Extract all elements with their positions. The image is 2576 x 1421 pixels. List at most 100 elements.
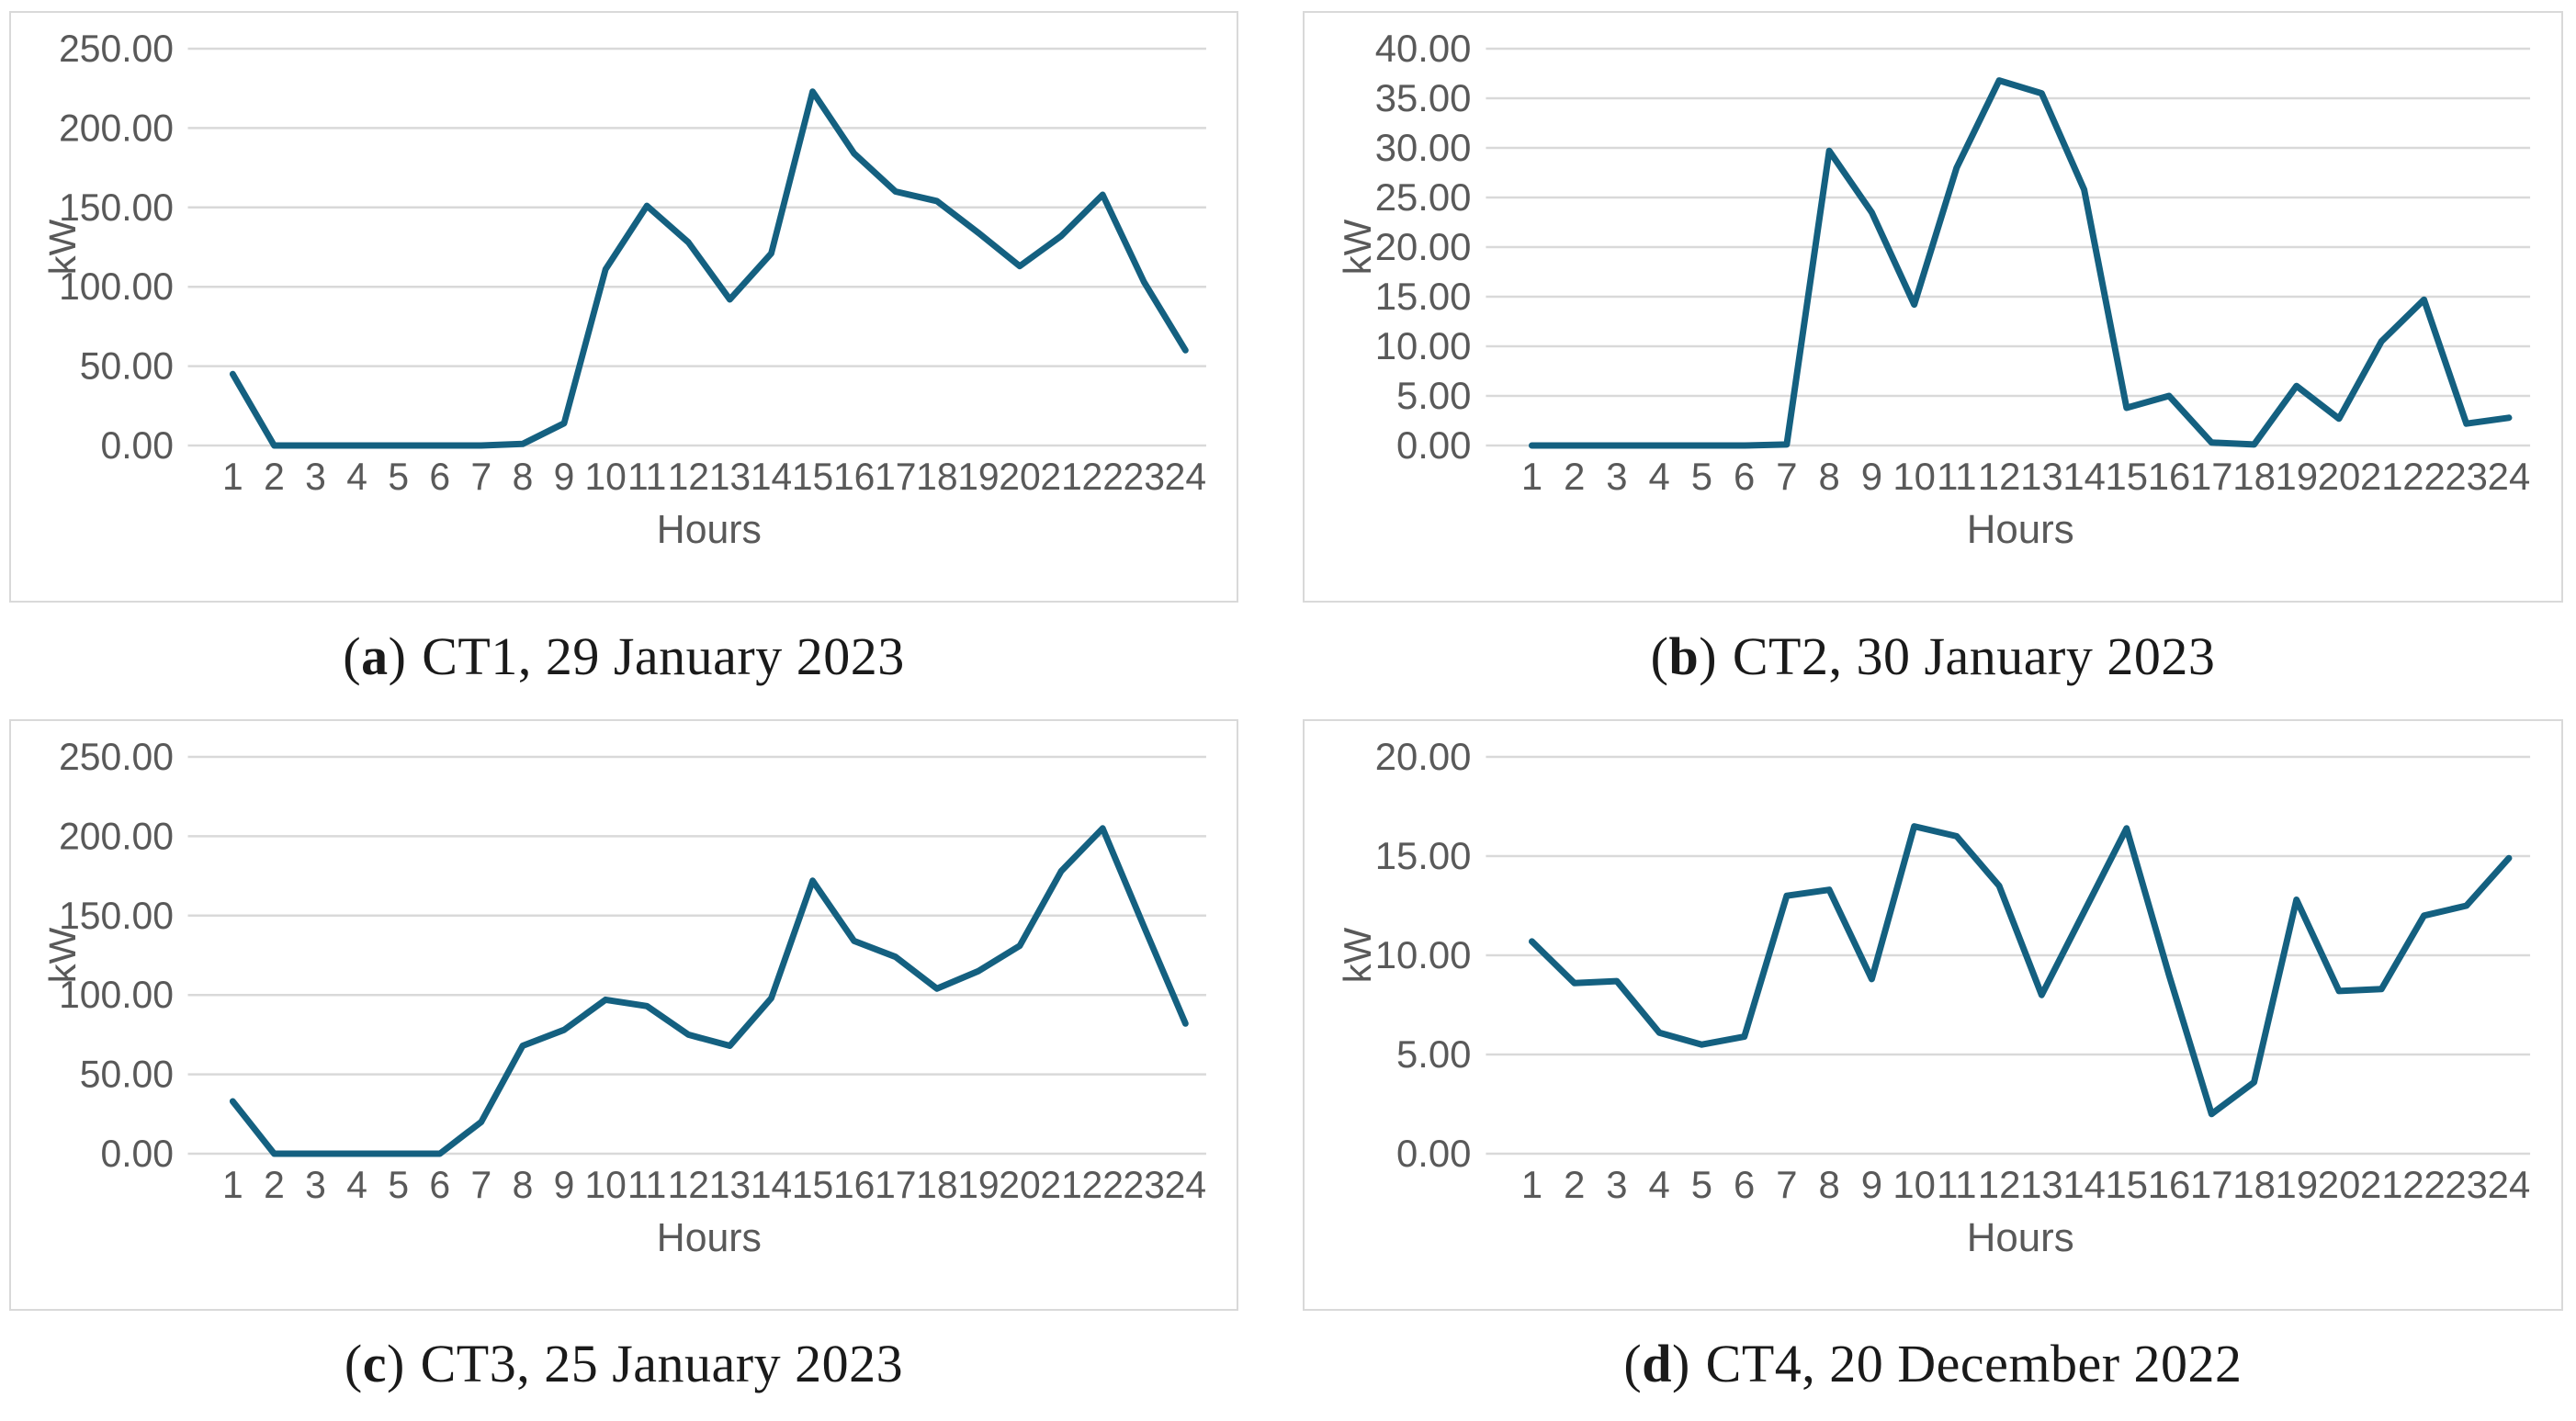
x-tick-label: 13: [2020, 455, 2063, 498]
x-tick-label: 7: [1776, 455, 1797, 498]
x-tick-label: 10: [1892, 455, 1936, 498]
y-tick-label: 0.00: [1396, 1131, 1471, 1174]
x-axis-title: Hours: [657, 507, 762, 552]
y-tick-label: 100.00: [59, 973, 174, 1016]
x-tick-label: 13: [2020, 1162, 2063, 1205]
y-tick-label: 10.00: [1375, 932, 1472, 976]
x-tick-label: 13: [709, 455, 751, 498]
caption-paren: (: [343, 626, 362, 686]
x-tick-label: 9: [554, 455, 575, 498]
caption-paren: (: [1623, 1334, 1643, 1393]
x-tick-label: 17: [875, 1163, 916, 1206]
x-tick-label: 16: [833, 1163, 875, 1206]
y-tick-label: 10.00: [1375, 324, 1472, 367]
caption-paren: ): [388, 626, 407, 686]
x-tick-label: 3: [1606, 455, 1627, 498]
y-tick-label: 100.00: [59, 265, 174, 309]
x-tick-label: 16: [833, 455, 875, 498]
x-tick-label: 21: [1040, 1163, 1081, 1206]
y-tick-label: 250.00: [59, 27, 174, 70]
x-tick-label: 18: [916, 455, 957, 498]
x-tick-label: 20: [2318, 455, 2361, 498]
y-tick-label: 20.00: [1375, 734, 1472, 777]
subfigure-c-caption: (c) CT3, 25 January 2023: [9, 1311, 1238, 1417]
x-tick-label: 14: [751, 455, 792, 498]
x-tick-label: 22: [1082, 455, 1124, 498]
caption-paren: (: [344, 1334, 363, 1393]
x-tick-label: 7: [470, 1163, 491, 1206]
subfigure-b-caption: (b) CT2, 30 January 2023: [1303, 603, 2563, 709]
caption-text: CT4, 20 December 2022: [1705, 1334, 2243, 1393]
x-tick-label: 24: [1165, 1163, 1206, 1206]
chart-panel-b: 40.00 35.00 30.00 25.00 20.00 15.00 10.00 5.00 0…: [1303, 11, 2563, 603]
caption-paren: ): [386, 1334, 405, 1393]
x-tick-label: 12: [1978, 455, 2021, 498]
line-chart-ct2: 40.00 35.00 30.00 25.00 20.00 15.00 10.00 5.00 0…: [1336, 27, 2531, 552]
x-tick-label: 8: [1818, 455, 1839, 498]
x-axis-title: Hours: [1967, 1214, 2074, 1259]
x-tick-label: 2: [264, 1163, 285, 1206]
x-tick-label: 19: [2275, 1162, 2318, 1205]
x-tick-label: 11: [627, 455, 666, 498]
x-tick-label: 10: [584, 1163, 626, 1206]
x-tick-label: 8: [513, 1163, 534, 1206]
x-tick-label: 3: [305, 1163, 326, 1206]
caption-paren: ): [1699, 626, 1718, 686]
x-tick-label: 8: [1818, 1162, 1839, 1205]
x-tick-label: 5: [388, 455, 409, 498]
y-tick-label: 30.00: [1375, 126, 1472, 169]
y-tick-label: 200.00: [59, 814, 174, 857]
data-series-line: [229, 88, 1189, 449]
x-tick-label: 14: [751, 1163, 792, 1206]
data-series-line: [229, 824, 1189, 1156]
x-tick-label: 21: [1040, 455, 1081, 498]
x-tick-label: 19: [2275, 455, 2318, 498]
caption-letter: c: [362, 1334, 387, 1393]
x-tick-label: 22: [1082, 1163, 1124, 1206]
y-tick-label: 5.00: [1396, 1032, 1471, 1075]
chart-panel-a: 250.00 200.00 150.00 100.00 50.00 0.00 kW 1 2 3 4 5…: [9, 11, 1238, 603]
data-series-line: [1528, 77, 2513, 449]
subfigure-c: 250.00 200.00 150.00 100.00 50.00 0.00 kW 1 2 3 4 5…: [9, 718, 1238, 1421]
x-tick-label: 24: [2488, 1162, 2531, 1205]
x-tick-label: 3: [305, 455, 326, 498]
y-tick-label: 25.00: [1375, 175, 1472, 219]
x-tick-label: 6: [1734, 455, 1755, 498]
subfigure-d-caption: (d) CT4, 20 December 2022: [1303, 1311, 2563, 1417]
x-tick-label: 2: [264, 455, 285, 498]
y-tick-label: 35.00: [1375, 76, 1472, 119]
y-tick-label: 0.00: [101, 423, 174, 467]
x-tick-label: 12: [668, 1163, 709, 1206]
x-tick-label: 20: [999, 455, 1040, 498]
caption-letter: b: [1668, 626, 1700, 686]
x-tick-label: 4: [346, 455, 367, 498]
x-tick-label: 9: [1861, 1162, 1882, 1205]
y-tick-label: 40.00: [1375, 27, 1472, 70]
y-tick-label: 0.00: [101, 1132, 174, 1175]
x-tick-label: 9: [554, 1163, 575, 1206]
x-tick-label: 21: [2360, 455, 2403, 498]
x-axis-title: Hours: [657, 1215, 762, 1260]
x-tick-label: 4: [1649, 455, 1670, 498]
x-tick-label: 6: [429, 1163, 450, 1206]
x-tick-label: 24: [1165, 455, 1206, 498]
x-tick-label: 11: [1937, 1162, 1976, 1205]
x-tick-label: 1: [222, 455, 243, 498]
x-tick-label: 23: [1124, 1163, 1165, 1206]
caption-text: CT2, 30 January 2023: [1732, 626, 2216, 686]
x-tick-label: 15: [2105, 1162, 2148, 1205]
subfigure-d: 20.00 15.00 10.00 5.00 0.00 kW 1 2 3 4 5 6 7 8 9 10 11 12…: [1303, 718, 2563, 1421]
x-tick-label: 17: [2190, 1162, 2233, 1205]
subfigure-a-caption: (a) CT1, 29 January 2023: [9, 603, 1238, 709]
x-tick-label: 15: [2105, 455, 2148, 498]
x-tick-label: 12: [668, 455, 709, 498]
x-tick-label: 8: [513, 455, 534, 498]
caption-paren: ): [1672, 1334, 1690, 1393]
x-tick-label: 16: [2148, 455, 2191, 498]
x-tick-label: 23: [2445, 455, 2488, 498]
y-tick-label: 5.00: [1396, 374, 1471, 417]
x-tick-label: 24: [2488, 455, 2531, 498]
y-tick-label: 15.00: [1375, 833, 1472, 876]
y-axis-title: kW: [1336, 219, 1379, 275]
subfigure-b: 40.00 35.00 30.00 25.00 20.00 15.00 10.00 5.00 0…: [1303, 11, 2563, 714]
